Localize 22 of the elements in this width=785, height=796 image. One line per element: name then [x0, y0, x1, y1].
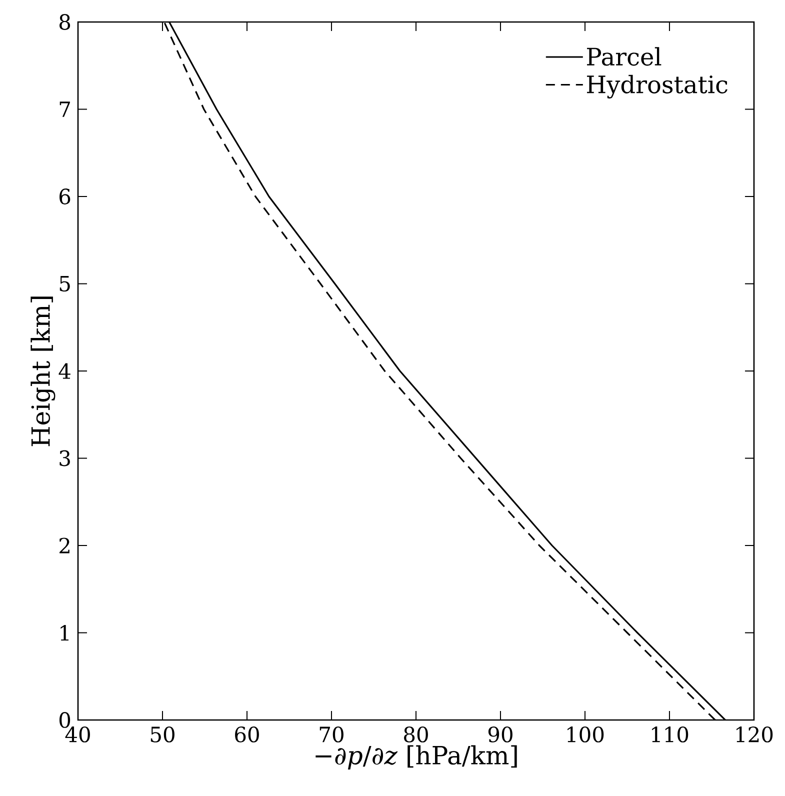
x-tick-label: 100 — [568, 726, 604, 742]
y-tick-label: 5 — [60, 276, 70, 292]
y-tick-label: 6 — [60, 188, 70, 204]
x-tick-label: 60 — [235, 726, 259, 742]
legend-label: Parcel — [587, 47, 662, 66]
x-tick-label: 50 — [150, 726, 174, 742]
x-tick-label: 70 — [320, 726, 344, 742]
y-tick-label: 1 — [60, 624, 68, 641]
x-tick-label: 40 — [65, 726, 90, 742]
legend-label: Hydrostatic — [587, 74, 728, 98]
y-tick-label: 2 — [60, 538, 70, 554]
x-axis-title: −∂p/∂z [hPa/km] — [316, 745, 517, 770]
y-tick-label: 0 — [59, 712, 70, 728]
x-tick-label: 80 — [404, 726, 428, 742]
y-tick-label: 8 — [60, 14, 70, 30]
y-tick-label: 3 — [60, 450, 70, 466]
y-axis-title: Height [km] — [30, 296, 56, 446]
y-tick-label: 7 — [60, 102, 70, 117]
x-tick-label: 110 — [652, 726, 688, 742]
x-tick-label: 90 — [488, 726, 512, 742]
y-tick-label: 4 — [58, 363, 70, 379]
x-tick-label: 120 — [736, 726, 773, 742]
